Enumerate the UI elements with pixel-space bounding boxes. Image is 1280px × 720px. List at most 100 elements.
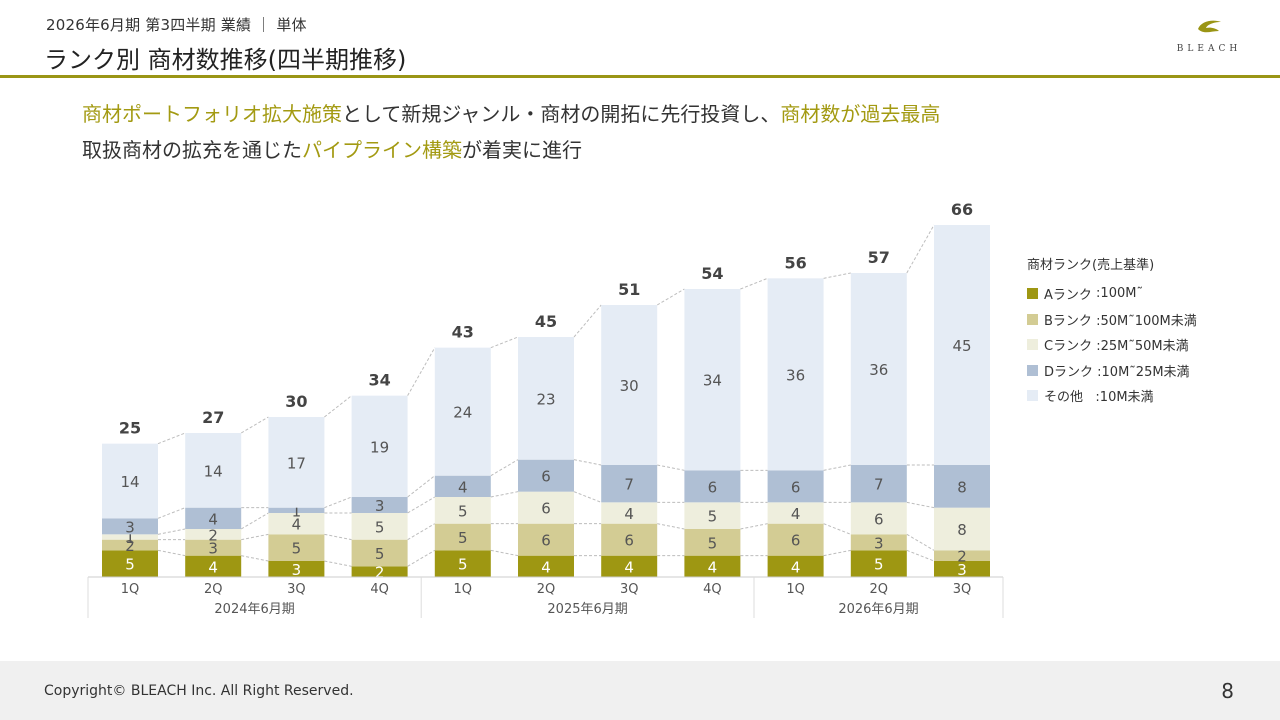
title-divider — [0, 75, 1280, 78]
bar-segment — [518, 337, 574, 460]
x-tick-label: 1Q — [786, 582, 805, 597]
connector-line — [823, 272, 851, 279]
legend-swatch-other — [1027, 390, 1038, 402]
bar-segment — [684, 289, 741, 471]
bar-segment — [434, 523, 491, 551]
bar-segment — [434, 347, 491, 476]
segment-value-label: 1 — [292, 502, 302, 520]
legend-swatch-rank-a — [1027, 288, 1038, 300]
legend-range-rank-b: :50M˜100M未満 — [1096, 313, 1197, 329]
segment-value-label: 4 — [791, 558, 801, 576]
segment-value-label: 7 — [874, 476, 884, 494]
x-tick-label: 4Q — [703, 582, 722, 597]
segment-value-label: 34 — [703, 372, 722, 390]
legend-title: 商材ランク(売上基準) — [1027, 258, 1155, 273]
segment-value-label: 4 — [208, 558, 218, 576]
segment-value-label: 4 — [624, 558, 634, 576]
segment-value-label: 8 — [957, 478, 967, 496]
page-number: 8 — [1221, 679, 1234, 703]
segment-value-label: 6 — [791, 532, 801, 550]
chart-legend: 商材ランク(売上基準) Aランク :100M˜ Bランク :50M˜100M未満… — [1027, 254, 1197, 409]
bar-segment — [102, 534, 158, 540]
segment-value-label: 6 — [874, 510, 884, 528]
legend-label-rank-c: Cランク — [1044, 339, 1093, 355]
lead-1-seg-1: として新規ジャンル・商材の開拓に先行投資し、 — [342, 102, 781, 126]
legend-item-rank-c: Cランク :25M˜50M未満 — [1027, 332, 1197, 358]
bar-segment — [351, 566, 408, 577]
connector-line — [407, 523, 436, 541]
connector-line — [656, 288, 685, 306]
segment-value-label: 5 — [292, 540, 302, 558]
bar-segment — [434, 497, 491, 524]
bar-segment — [850, 273, 907, 465]
segment-value-label: 4 — [458, 478, 468, 496]
bar-segment — [518, 523, 574, 556]
x-tick-label: 4Q — [370, 582, 389, 597]
connector-line — [823, 549, 851, 557]
bar-segment — [351, 539, 408, 567]
segment-value-label: 5 — [375, 518, 385, 536]
group-label: 2025年6月期 — [547, 602, 627, 617]
bar-total-label: 57 — [868, 248, 890, 267]
segment-value-label: 3 — [125, 518, 135, 536]
bar-total-label: 43 — [452, 323, 474, 342]
connector-line — [490, 336, 519, 349]
connector-line — [157, 507, 186, 519]
bar-segment — [850, 502, 907, 535]
legend-item-other: その他 :10M未満 — [1027, 383, 1197, 409]
stacked-bar-chart: 521314251Q432414272Q354117303Q255319344Q… — [87, 200, 1004, 618]
segment-value-label: 4 — [292, 516, 302, 534]
segment-value-label: 6 — [624, 532, 634, 550]
bar-total-label: 25 — [119, 419, 141, 438]
segment-value-label: 3 — [292, 561, 302, 579]
legend-item-rank-a: Aランク :100M˜ — [1027, 281, 1197, 307]
lead-2-seg-2: が着実に進行 — [462, 138, 582, 162]
lead-1-seg-2: 商材数が過去最高 — [780, 102, 941, 126]
segment-value-label: 30 — [620, 377, 639, 395]
connector-line — [823, 523, 851, 535]
segment-value-label: 36 — [869, 361, 888, 379]
connector-line — [573, 304, 602, 338]
bar-segment — [102, 539, 158, 551]
segment-value-label: 19 — [370, 438, 389, 456]
bar-segment — [601, 305, 658, 465]
connector-line — [740, 277, 768, 290]
segment-value-label: 17 — [287, 454, 306, 472]
segment-value-label: 5 — [874, 556, 884, 574]
page-title: ランク別 商材数推移(四半期推移) — [44, 46, 407, 74]
bar-segment — [934, 507, 990, 551]
bar-segment — [351, 513, 408, 540]
lead-1-seg-0: 商材ポートフォリオ拡大施策 — [82, 102, 342, 126]
bar-total-label: 51 — [618, 280, 640, 299]
segment-value-label: 2 — [125, 537, 135, 555]
bar-segment — [268, 534, 325, 561]
bar-total-label: 30 — [285, 392, 307, 411]
segment-value-label: 3 — [874, 534, 884, 552]
bar-segment — [767, 555, 824, 577]
bar-total-label: 66 — [951, 200, 973, 219]
bar-segment — [185, 555, 242, 577]
connector-line — [324, 533, 352, 541]
lead-2-seg-1: パイプライン構築 — [302, 138, 462, 162]
segment-value-label: 6 — [541, 532, 551, 550]
bar-segment — [351, 497, 408, 513]
segment-value-label: 3 — [375, 497, 385, 515]
segment-value-label: 4 — [708, 558, 718, 576]
bar-segment — [102, 518, 158, 535]
segment-value-label: 5 — [375, 545, 385, 563]
legend-swatch-rank-b — [1027, 313, 1038, 325]
segment-value-label: 36 — [786, 366, 805, 384]
connector-line — [906, 549, 935, 562]
group-label: 2024年6月期 — [214, 602, 294, 617]
legend-label-other: その他 — [1044, 390, 1084, 406]
x-tick-label: 1Q — [454, 582, 473, 597]
segment-value-label: 7 — [624, 476, 634, 494]
legend-range-rank-c: :25M˜50M未満 — [1096, 339, 1189, 355]
bar-segment — [684, 555, 741, 577]
bar-segment — [684, 529, 741, 556]
bar-segment — [268, 507, 325, 513]
bar-total-label: 34 — [368, 371, 390, 390]
segment-value-label: 1 — [125, 529, 135, 547]
segment-value-label: 14 — [204, 462, 223, 480]
segment-value-label: 6 — [541, 500, 551, 518]
